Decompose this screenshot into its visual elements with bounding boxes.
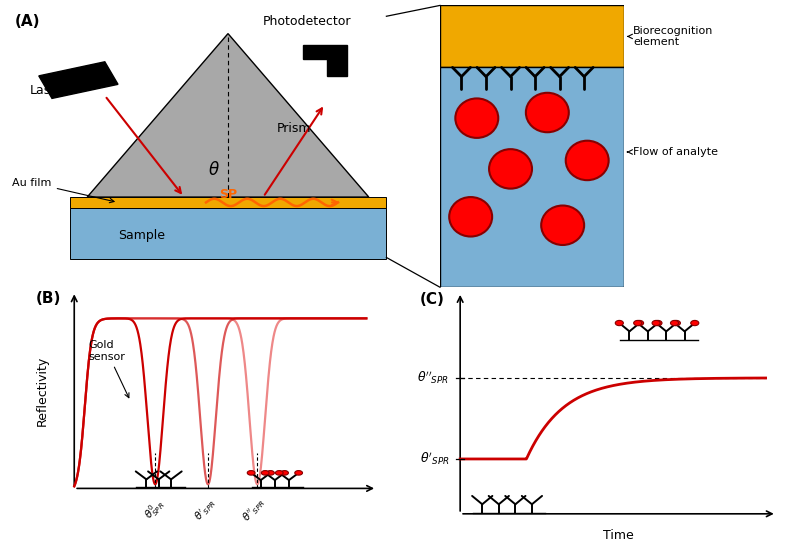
- Circle shape: [455, 99, 498, 138]
- Circle shape: [672, 320, 681, 326]
- Text: Prism: Prism: [277, 122, 311, 136]
- Bar: [70, 208, 386, 259]
- Circle shape: [542, 205, 584, 245]
- Circle shape: [281, 470, 289, 475]
- Text: Flow of analyte: Flow of analyte: [627, 147, 718, 157]
- Circle shape: [566, 141, 609, 180]
- Circle shape: [635, 320, 644, 326]
- Circle shape: [526, 93, 569, 132]
- Circle shape: [450, 197, 492, 236]
- Circle shape: [652, 320, 660, 326]
- Text: $\theta'_{SPR}$: $\theta'_{SPR}$: [419, 450, 449, 467]
- Circle shape: [262, 470, 269, 475]
- Circle shape: [654, 320, 662, 326]
- Text: Biorecognition
element: Biorecognition element: [627, 25, 714, 47]
- Text: (A): (A): [14, 14, 40, 29]
- Text: $\theta^0_{SPR}$: $\theta^0_{SPR}$: [142, 496, 168, 523]
- Polygon shape: [303, 45, 347, 76]
- Text: Gold
sensor: Gold sensor: [88, 340, 129, 398]
- Circle shape: [247, 470, 255, 475]
- Bar: [70, 197, 386, 208]
- Text: (C): (C): [420, 292, 445, 307]
- Circle shape: [489, 149, 532, 189]
- Text: $\theta''_{SPR}$: $\theta''_{SPR}$: [417, 370, 449, 386]
- Circle shape: [670, 320, 678, 326]
- Circle shape: [634, 320, 642, 326]
- Circle shape: [615, 320, 623, 326]
- Bar: [440, 67, 624, 287]
- Text: (B): (B): [35, 292, 61, 306]
- Text: Sample: Sample: [118, 229, 165, 242]
- Circle shape: [690, 320, 699, 326]
- Circle shape: [275, 470, 283, 475]
- Polygon shape: [39, 62, 118, 99]
- Text: $\theta'_{SPR}$: $\theta'_{SPR}$: [192, 496, 219, 524]
- Text: $\theta''_{SPR}$: $\theta''_{SPR}$: [240, 496, 268, 525]
- Polygon shape: [87, 34, 369, 197]
- Text: Reflectivity: Reflectivity: [36, 356, 49, 426]
- Bar: [440, 5, 624, 67]
- Circle shape: [266, 470, 274, 475]
- Text: SP: SP: [219, 188, 238, 201]
- Text: θ: θ: [208, 160, 218, 178]
- Text: Au film: Au film: [13, 178, 114, 203]
- Text: Photodetector: Photodetector: [263, 15, 352, 28]
- Text: Time: Time: [603, 530, 634, 542]
- Circle shape: [294, 470, 302, 475]
- Text: Laser: Laser: [30, 84, 64, 97]
